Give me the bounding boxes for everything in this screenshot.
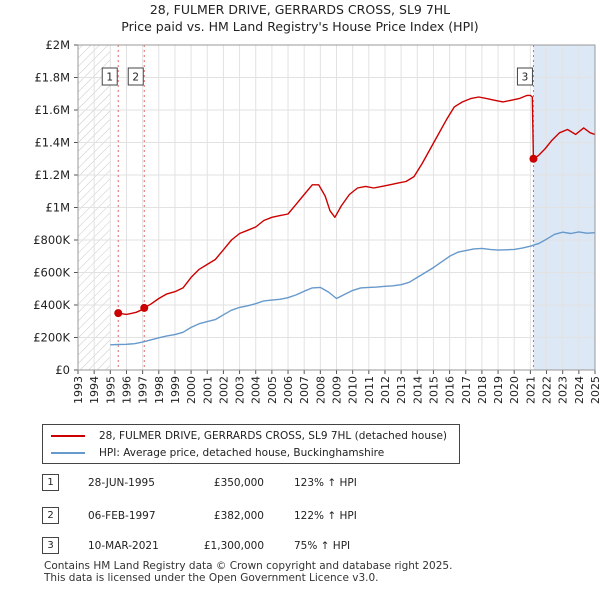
transaction-price: £350,000 [213,477,264,489]
footer-licence: This data is licensed under the Open Gov… [44,572,379,584]
x-tick-label: 2011 [363,376,376,404]
transaction-hpi: 75% ↑ HPI [294,540,351,552]
x-tick-label: 2025 [589,376,600,404]
transaction-number: 2 [42,507,59,524]
x-tick-label: 1994 [88,376,101,404]
sale-label-box [101,67,118,86]
sale-point [529,154,538,163]
legend-label-property: 28, FULMER DRIVE, GERRARDS CROSS, SL9 7H… [99,430,448,442]
x-tick-label: 2009 [331,376,344,404]
sale-label: 3 [522,72,529,84]
sale-label: 2 [132,72,139,84]
y-tick-label: £1.6M [34,103,70,117]
x-tick-label: 2024 [573,376,586,404]
sale-point [140,303,149,312]
y-tick-label: £1.8M [34,71,70,85]
x-tick-label: 2006 [282,376,295,404]
x-tick-label: 2019 [492,376,505,404]
y-tick-label: £1M [45,201,70,215]
transaction-date: 28-JUN-1995 [88,477,155,489]
x-tick-label: 2014 [411,376,424,404]
x-tick-label: 2015 [427,376,440,404]
x-tick-label: 1999 [169,376,182,404]
x-tick-label: 2018 [476,376,489,404]
x-tick-label: 2021 [524,376,537,404]
chart-title-line2: Price paid vs. HM Land Registry's House … [121,19,479,34]
y-tick-label: £1.2M [34,168,70,182]
y-tick-label: £800K [33,233,70,247]
y-tick-label: £1.4M [34,136,70,150]
sale-label-box [516,67,533,86]
transaction-date: 06-FEB-1997 [88,510,156,522]
x-tick-label: 2010 [347,376,360,404]
x-tick-label: 2002 [217,376,230,404]
x-tick-label: 2007 [298,376,311,404]
hpi-line [110,231,596,346]
legend-label-hpi: HPI: Average price, detached house, Buck… [99,447,385,459]
transaction-price: £382,000 [213,510,264,522]
y-tick-label: £0 [55,363,70,377]
y-tick-label: £200K [33,331,70,345]
x-tick-label: 2005 [266,376,279,404]
transaction-number: 1 [42,474,59,491]
transaction-price: £1,300,000 [203,540,264,552]
x-tick-label: 1998 [153,376,166,404]
chart-legend: 28, FULMER DRIVE, GERRARDS CROSS, SL9 7H… [42,424,460,464]
x-tick-label: 2001 [201,376,214,404]
x-tick-label: 1997 [137,376,150,404]
x-tick-label: 2016 [444,376,457,404]
x-tick-label: 1993 [72,376,85,404]
sale-point [114,309,123,318]
sale-label: 1 [106,72,113,84]
price-chart: 1 2 3 1993 1994 1995 1996 1997 1998 1999 2000 2001… [33,38,600,404]
transaction-number: 3 [42,537,59,554]
x-tick-label: 2008 [314,376,327,404]
transaction-hpi: 123% ↑ HPI [294,477,357,489]
transaction-hpi: 122% ↑ HPI [294,510,357,522]
plot-frame [77,44,596,371]
transaction-date: 10-MAR-2021 [88,540,159,552]
x-tick-label: 2000 [185,376,198,404]
property-price-line [118,94,596,316]
y-tick-label: £400K [33,298,70,312]
x-tick-label: 2017 [460,376,473,404]
x-tick-label: 2004 [250,376,263,404]
x-tick-label: 2013 [395,376,408,404]
x-tick-label: 1995 [104,376,117,404]
hpi-line-swatch [51,452,85,454]
x-tick-label: 2023 [557,376,570,404]
x-tick-label: 2020 [508,376,521,404]
y-tick-label: £600K [33,266,70,280]
chart-title-line1: 28, FULMER DRIVE, GERRARDS CROSS, SL9 7H… [149,2,451,17]
x-tick-label: 1996 [120,376,133,404]
footer-copyright: Contains HM Land Registry data © Crown c… [44,560,453,572]
x-tick-label: 2012 [379,376,392,404]
sale-label-box [127,67,144,86]
property-line-swatch [51,435,85,437]
y-tick-label: £2M [45,38,70,52]
x-tick-label: 2022 [541,376,554,404]
x-tick-label: 2003 [234,376,247,404]
